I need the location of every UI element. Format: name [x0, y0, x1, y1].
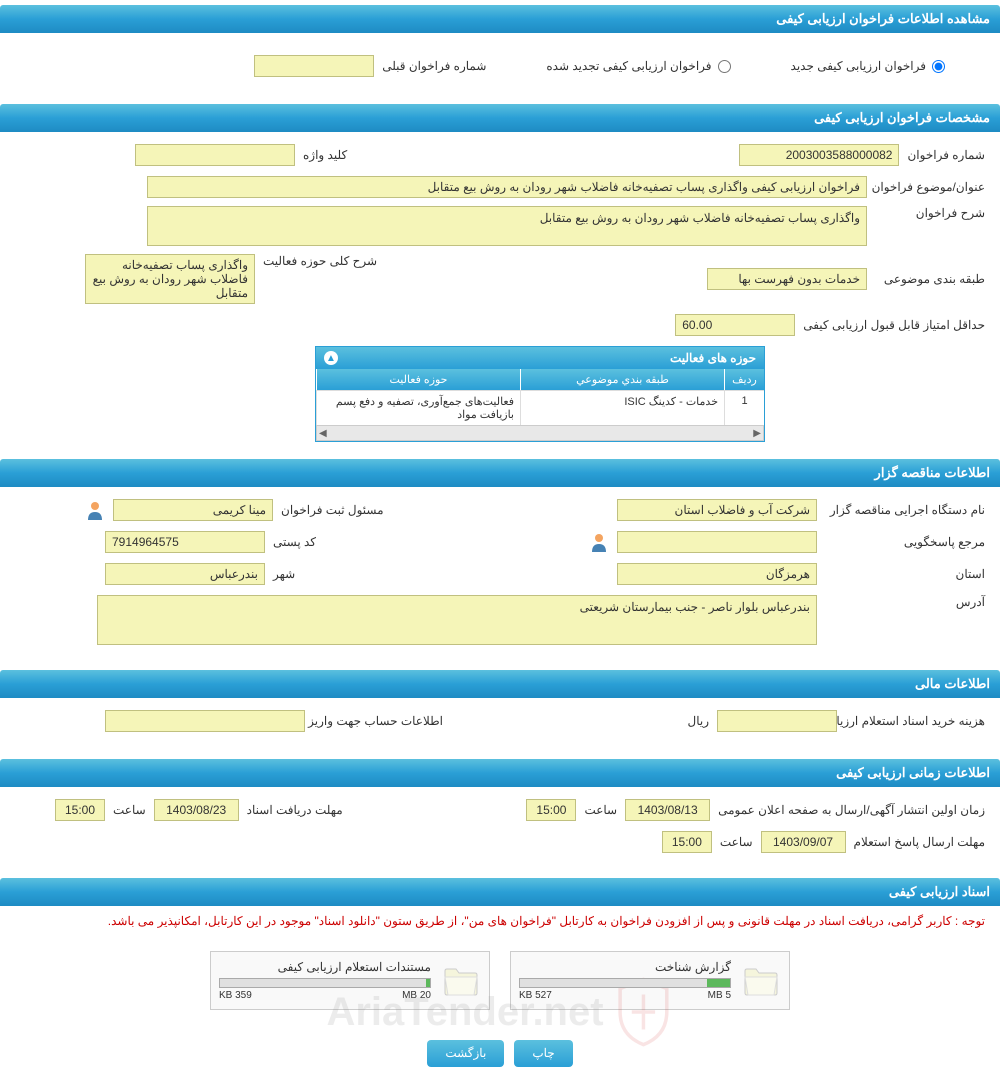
doc-size: 527 KB — [519, 990, 552, 1001]
field-desc: واگذاری پساب تصفیه‌خانه فاضلاب شهر رودان… — [147, 206, 867, 246]
field-prev-number — [254, 55, 374, 77]
label-time-2: ساعت — [113, 803, 146, 817]
progress-bar — [219, 978, 431, 988]
label-account: اطلاعات حساب جهت واریز هزینه خرید اسناد — [313, 714, 443, 728]
col-category: طبقه بندي موضوعي — [520, 369, 724, 390]
doc-title: مستندات استعلام ارزیابی کیفی — [219, 960, 431, 974]
scroll-right-icon[interactable]: ▶ — [753, 428, 761, 439]
field-response-deadline-time: 15:00 — [662, 831, 712, 853]
field-first-pub-date: 1403/08/13 — [625, 799, 710, 821]
doc-title: گزارش شناخت — [519, 960, 731, 974]
section-header-view-info: مشاهده اطلاعات فراخوان ارزیابی کیفی — [0, 5, 1000, 33]
cell-area: فعالیت‌های جمع‌آوری، تصفیه و دفع پسم باز… — [316, 391, 520, 425]
field-province: هرمزگان — [617, 563, 817, 585]
section-header-tenderer: اطلاعات مناقصه گزار — [0, 459, 1000, 487]
label-postal: کد پستی — [273, 535, 316, 549]
label-address: آدرس — [825, 595, 985, 609]
field-responder — [617, 531, 817, 553]
radio-new-call[interactable] — [932, 60, 945, 73]
person-icon — [85, 500, 105, 520]
label-doc-deadline: مهلت دریافت اسناد — [247, 803, 343, 817]
field-call-number: 2003003588000082 — [739, 144, 899, 166]
field-registrar: مینا کریمی — [113, 499, 273, 521]
label-responder: مرجع پاسخگویی — [825, 535, 985, 549]
section-header-docs: اسناد ارزیابی کیفی — [0, 878, 1000, 906]
label-category: طبقه بندی موضوعی — [875, 272, 985, 286]
label-keyword: کلید واژه — [303, 148, 347, 162]
label-time-1: ساعت — [584, 803, 617, 817]
docs-notice: توجه : کاربر گرامی، دریافت اسناد در مهلت… — [0, 906, 1000, 936]
field-doc-deadline-date: 1403/08/23 — [154, 799, 239, 821]
doc-card[interactable]: گزارش شناخت 5 MB 527 KB — [510, 951, 790, 1010]
cell-category: خدمات - کدینگ ISIC — [520, 391, 724, 425]
field-address: بندرعباس بلوار ناصر - جنب بیمارستان شریع… — [97, 595, 817, 645]
field-doc-deadline-time: 15:00 — [55, 799, 105, 821]
field-keyword — [135, 144, 295, 166]
field-org: شركت آب و فاضلاب استان — [617, 499, 817, 521]
label-title: عنوان/موضوع فراخوان — [875, 180, 985, 194]
progress-fill — [426, 979, 430, 987]
scroll-left-icon[interactable]: ◀ — [319, 428, 327, 439]
label-call-number: شماره فراخوان — [907, 148, 985, 162]
activity-table: حوزه های فعالیت ▲ ردیف طبقه بندي موضوعي … — [315, 346, 765, 442]
label-registrar: مسئول ثبت فراخوان — [281, 503, 384, 517]
person-icon-2 — [589, 532, 609, 552]
label-city: شهر — [273, 567, 295, 581]
label-activity-desc: شرح کلی حوزه فعالیت — [263, 254, 377, 268]
label-time-3: ساعت — [720, 835, 753, 849]
field-category: خدمات بدون فهرست بها — [707, 268, 867, 290]
field-postal: 7914964575 — [105, 531, 265, 553]
progress-fill — [707, 979, 730, 987]
field-city: بندرعباس — [105, 563, 265, 585]
radio-renewed-call[interactable] — [718, 60, 731, 73]
doc-size: 359 KB — [219, 990, 252, 1001]
section-header-call-specs: مشخصات فراخوان ارزیابی کیفی — [0, 104, 1000, 132]
section-header-timing: اطلاعات زمانی ارزیابی کیفی — [0, 759, 1000, 787]
col-area: حوزه فعاليت — [316, 369, 520, 390]
label-desc: شرح فراخوان — [875, 206, 985, 220]
label-new-call: فراخوان ارزیابی کیفی جدید — [791, 59, 926, 73]
field-min-score: 60.00 — [675, 314, 795, 336]
activity-table-title: حوزه های فعالیت — [670, 351, 756, 365]
doc-max: 5 MB — [708, 990, 731, 1001]
label-first-pub: زمان اولین انتشار آگهی/ارسال به صفحه اعل… — [718, 803, 985, 817]
folder-icon — [441, 961, 481, 1001]
label-doc-cost: هزینه خرید اسناد استعلام ارزیابی کیفی — [845, 714, 985, 728]
folder-icon — [741, 961, 781, 1001]
field-account — [105, 710, 305, 732]
field-title: فراخوان ارزیابی کیفی واگذاری پساب تصفیه‌… — [147, 176, 867, 198]
cell-num: 1 — [724, 391, 764, 425]
label-currency: ریال — [687, 714, 709, 728]
section-header-financial: اطلاعات مالی — [0, 670, 1000, 698]
label-org: نام دستگاه اجرایی مناقصه گزار — [825, 503, 985, 517]
field-activity-desc: واگذاری پساب تصفیه‌خانه فاضلاب شهر رودان… — [85, 254, 255, 304]
table-row: 1 خدمات - کدینگ ISIC فعالیت‌های جمع‌آوری… — [316, 390, 764, 425]
label-prev-number: شماره فراخوان قبلی — [382, 59, 486, 73]
field-first-pub-time: 15:00 — [526, 799, 576, 821]
doc-card[interactable]: مستندات استعلام ارزیابی کیفی 20 MB 359 K… — [210, 951, 490, 1010]
doc-max: 20 MB — [402, 990, 431, 1001]
label-min-score: حداقل امتیاز قابل قبول ارزیابی کیفی — [803, 318, 985, 332]
field-doc-cost — [717, 710, 837, 732]
col-row-num: ردیف — [724, 369, 764, 390]
label-response-deadline: مهلت ارسال پاسخ استعلام — [854, 835, 985, 849]
table-scrollbar[interactable]: ▶ ◀ — [316, 425, 764, 441]
field-response-deadline-date: 1403/09/07 — [761, 831, 846, 853]
label-renewed-call: فراخوان ارزیابی کیفی تجدید شده — [546, 59, 711, 73]
label-province: استان — [825, 567, 985, 581]
collapse-icon[interactable]: ▲ — [324, 351, 338, 365]
progress-bar — [519, 978, 731, 988]
